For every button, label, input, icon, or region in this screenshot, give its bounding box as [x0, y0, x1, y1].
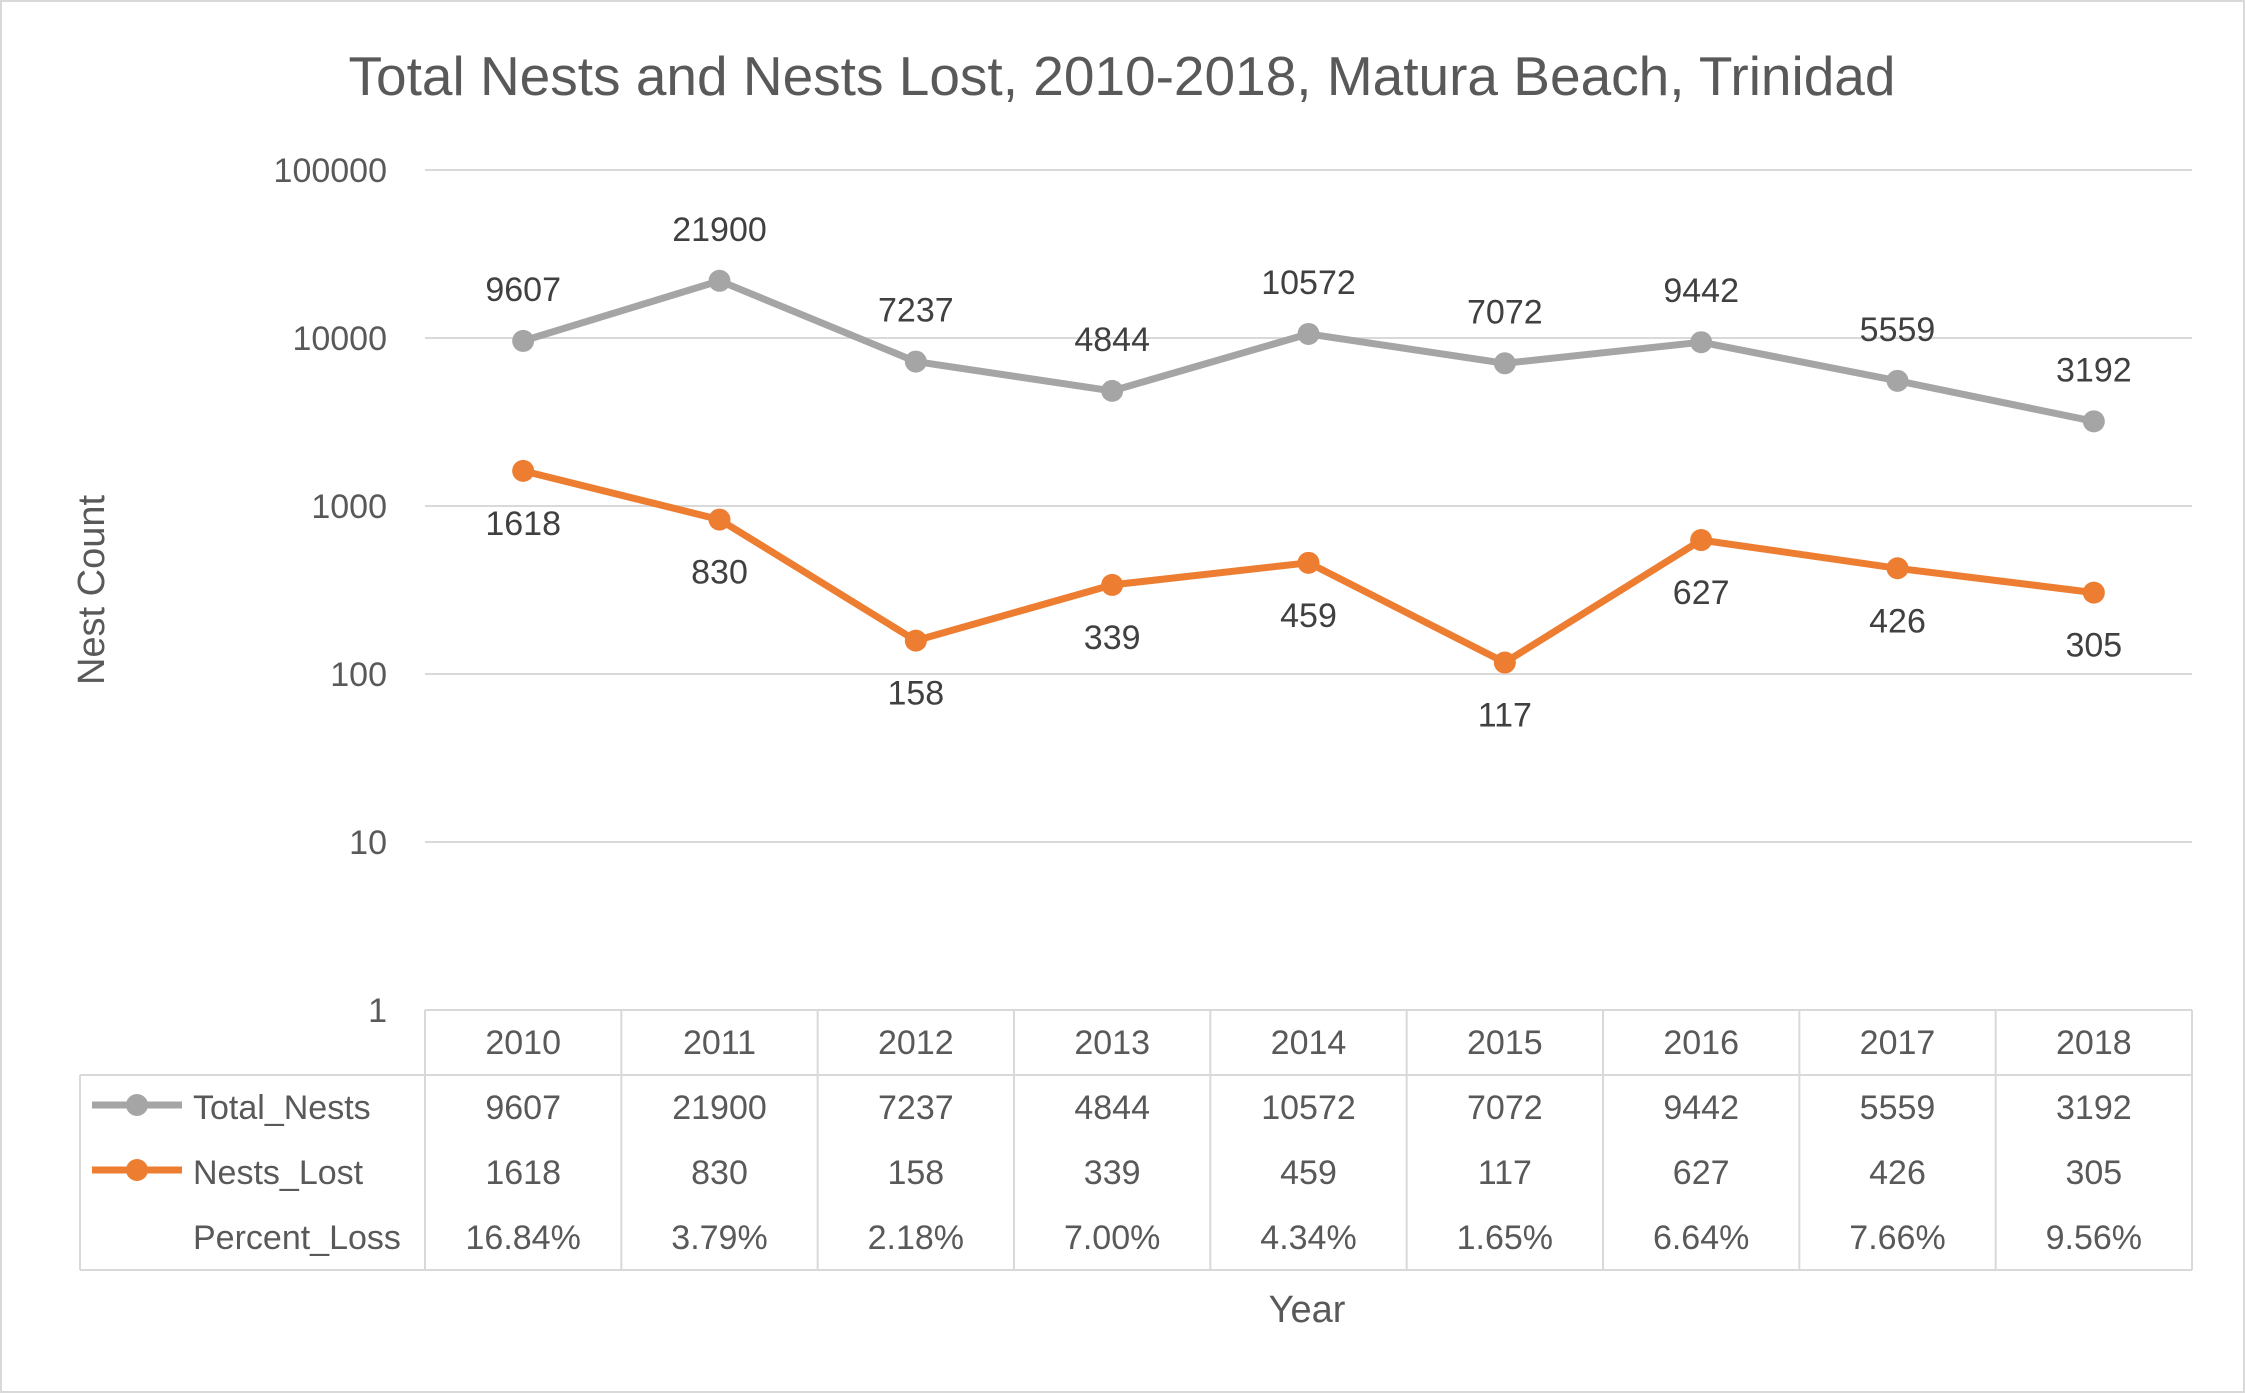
- y-tick-label: 1: [368, 992, 387, 1030]
- data-point: [1493, 651, 1516, 674]
- data-point: [1101, 379, 1124, 402]
- x-tick-label: 2015: [1467, 1024, 1543, 1062]
- gridlines: [425, 169, 2192, 843]
- series-markers: [512, 269, 2105, 674]
- x-tick-label: 2017: [1860, 1024, 1936, 1062]
- data-label: 339: [1084, 619, 1141, 657]
- y-tick-label: 10: [349, 824, 387, 862]
- legend-marker: [126, 1159, 148, 1181]
- data-label: 426: [1869, 602, 1926, 640]
- data-label: 7237: [878, 292, 954, 330]
- y-axis-title: Nest Count: [71, 495, 113, 686]
- data-point: [904, 629, 927, 652]
- legend-entry: Percent_Loss: [193, 1219, 401, 1257]
- data-label: 627: [1673, 574, 1730, 612]
- data-label: 21900: [672, 211, 767, 249]
- table-cell: 7237: [878, 1089, 954, 1127]
- y-axis-tick-labels: 1 10 100 1000 10000 100000: [274, 152, 387, 1030]
- legend-marker: [126, 1094, 148, 1116]
- table-cell: 1618: [485, 1154, 561, 1192]
- table-cell: 7072: [1467, 1089, 1543, 1127]
- table-cell: 627: [1673, 1154, 1730, 1192]
- data-label: 9442: [1663, 272, 1739, 310]
- data-point: [1297, 322, 1320, 345]
- x-tick-label: 2018: [2056, 1024, 2132, 1062]
- table-cell: 3.79%: [671, 1219, 767, 1257]
- data-labels: 9607 21900 7237 4844 10572 7072 9442 5559 3192 16…: [485, 211, 2131, 735]
- y-tick-label: 1000: [311, 488, 387, 526]
- table-cell: 117: [1478, 1154, 1532, 1192]
- table-cell: 7.00%: [1064, 1219, 1160, 1257]
- table-cell: 158: [887, 1154, 944, 1192]
- data-point: [1690, 331, 1713, 354]
- x-axis-title: Year: [1269, 1289, 1346, 1331]
- x-tick-label: 2013: [1074, 1024, 1150, 1062]
- table-cell: 2.18%: [868, 1219, 964, 1257]
- y-tick-label: 100: [330, 656, 387, 694]
- data-point: [2082, 581, 2105, 604]
- data-table: 2010 2011 2012 2013 2014 2015 2016 2017 2018 Tota…: [79, 1009, 2193, 1271]
- x-tick-label: 2011: [683, 1024, 756, 1062]
- table-cell: 1.65%: [1457, 1219, 1553, 1257]
- table-cell: 4844: [1074, 1089, 1150, 1127]
- legend-entry: Nests_Lost: [193, 1154, 364, 1192]
- data-label: 10572: [1261, 264, 1356, 302]
- table-cell: 6.64%: [1653, 1219, 1749, 1257]
- table-cell: 9442: [1663, 1089, 1739, 1127]
- data-point: [708, 508, 731, 531]
- table-cell: 10572: [1261, 1089, 1356, 1127]
- table-cell: 339: [1084, 1154, 1141, 1192]
- x-tick-label: 2014: [1271, 1024, 1347, 1062]
- table-cell: 305: [2065, 1154, 2122, 1192]
- table-cell: 5559: [1860, 1089, 1936, 1127]
- data-point: [1886, 369, 1909, 392]
- data-point: [708, 269, 731, 292]
- x-tick-label: 2012: [878, 1024, 954, 1062]
- data-label: 1618: [485, 505, 561, 543]
- data-point: [1101, 573, 1124, 596]
- data-label: 4844: [1074, 321, 1150, 359]
- data-label: 830: [691, 554, 748, 592]
- data-point: [2082, 410, 2105, 433]
- data-point: [1297, 551, 1320, 574]
- table-cell: 9607: [485, 1089, 561, 1127]
- table-cell: 4.34%: [1260, 1219, 1356, 1257]
- table-cell: 426: [1869, 1154, 1926, 1192]
- data-label: 3192: [2056, 351, 2132, 389]
- table-cell: 459: [1280, 1154, 1337, 1192]
- data-label: 7072: [1467, 293, 1543, 331]
- table-cell: 830: [691, 1154, 748, 1192]
- data-point: [1886, 557, 1909, 580]
- table-cell: 16.84%: [466, 1219, 581, 1257]
- data-label: 5559: [1860, 311, 1936, 349]
- data-point: [904, 350, 927, 373]
- data-point: [1493, 352, 1516, 375]
- table-cell: 9.56%: [2046, 1219, 2142, 1257]
- chart-title: Total Nests and Nests Lost, 2010-2018, M…: [349, 45, 1896, 107]
- data-point: [512, 459, 535, 482]
- x-tick-label: 2016: [1663, 1024, 1739, 1062]
- data-point: [1690, 529, 1713, 552]
- table-cell: 21900: [672, 1089, 767, 1127]
- data-label: 459: [1280, 597, 1337, 635]
- x-tick-label: 2010: [485, 1024, 561, 1062]
- data-label: 158: [887, 675, 944, 713]
- data-label: 305: [2065, 627, 2122, 665]
- data-point: [512, 329, 535, 352]
- table-cell: 7.66%: [1849, 1219, 1945, 1257]
- data-label: 9607: [485, 271, 561, 309]
- table-cell: 3192: [2056, 1089, 2132, 1127]
- data-label: 117: [1478, 697, 1532, 735]
- y-tick-label: 10000: [292, 320, 387, 358]
- y-tick-label: 100000: [274, 152, 387, 190]
- legend-entry: Total_Nests: [193, 1089, 371, 1127]
